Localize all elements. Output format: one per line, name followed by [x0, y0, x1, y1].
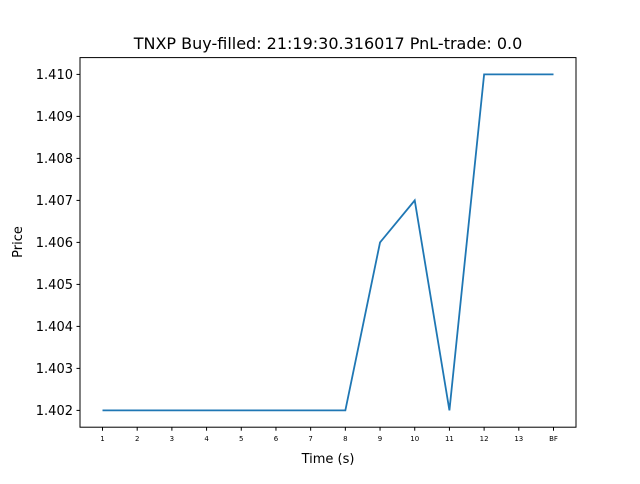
axis-ticks: 1 2 3 4 5 6 7 8 9 10 11 12 13 BF1.4021.4031.4041.4051… — [36, 68, 558, 443]
x-tick-label: 5 — [239, 435, 243, 443]
x-tick-label: 6 — [274, 435, 279, 443]
y-tick-label: 1.410 — [36, 68, 73, 83]
y-tick-label: 1.402 — [36, 404, 73, 419]
x-tick-label: 11 — [445, 435, 454, 443]
x-axis-label: Time (s) — [301, 452, 355, 467]
y-tick-label: 1.408 — [36, 152, 73, 167]
y-tick-label: 1.404 — [36, 320, 73, 335]
x-tick-label: 1 — [100, 435, 104, 443]
x-tick-label: 13 — [514, 435, 523, 443]
x-tick-label: 4 — [204, 435, 209, 443]
x-tick-label: 12 — [480, 435, 489, 443]
plot-frame — [79, 57, 577, 428]
y-tick-label: 1.405 — [36, 278, 73, 293]
x-tick-label: 3 — [170, 435, 174, 443]
x-tick-label: 10 — [410, 435, 419, 443]
series-line — [102, 73, 554, 412]
x-tick-label: 9 — [378, 435, 382, 443]
chart-title: TNXP Buy-filled: 21:19:30.316017 PnL-tra… — [133, 34, 523, 53]
y-tick-label: 1.409 — [36, 110, 73, 125]
x-tick-label: 7 — [308, 435, 312, 443]
series-layer — [102, 73, 554, 412]
y-tick-label: 1.406 — [36, 236, 73, 251]
x-tick-label: 8 — [343, 435, 347, 443]
y-tick-label: 1.403 — [36, 362, 73, 377]
y-tick-label: 1.407 — [36, 194, 73, 209]
y-axis-label: Price — [11, 226, 26, 258]
x-tick-label: BF — [549, 435, 558, 443]
x-tick-label: 2 — [135, 435, 139, 443]
